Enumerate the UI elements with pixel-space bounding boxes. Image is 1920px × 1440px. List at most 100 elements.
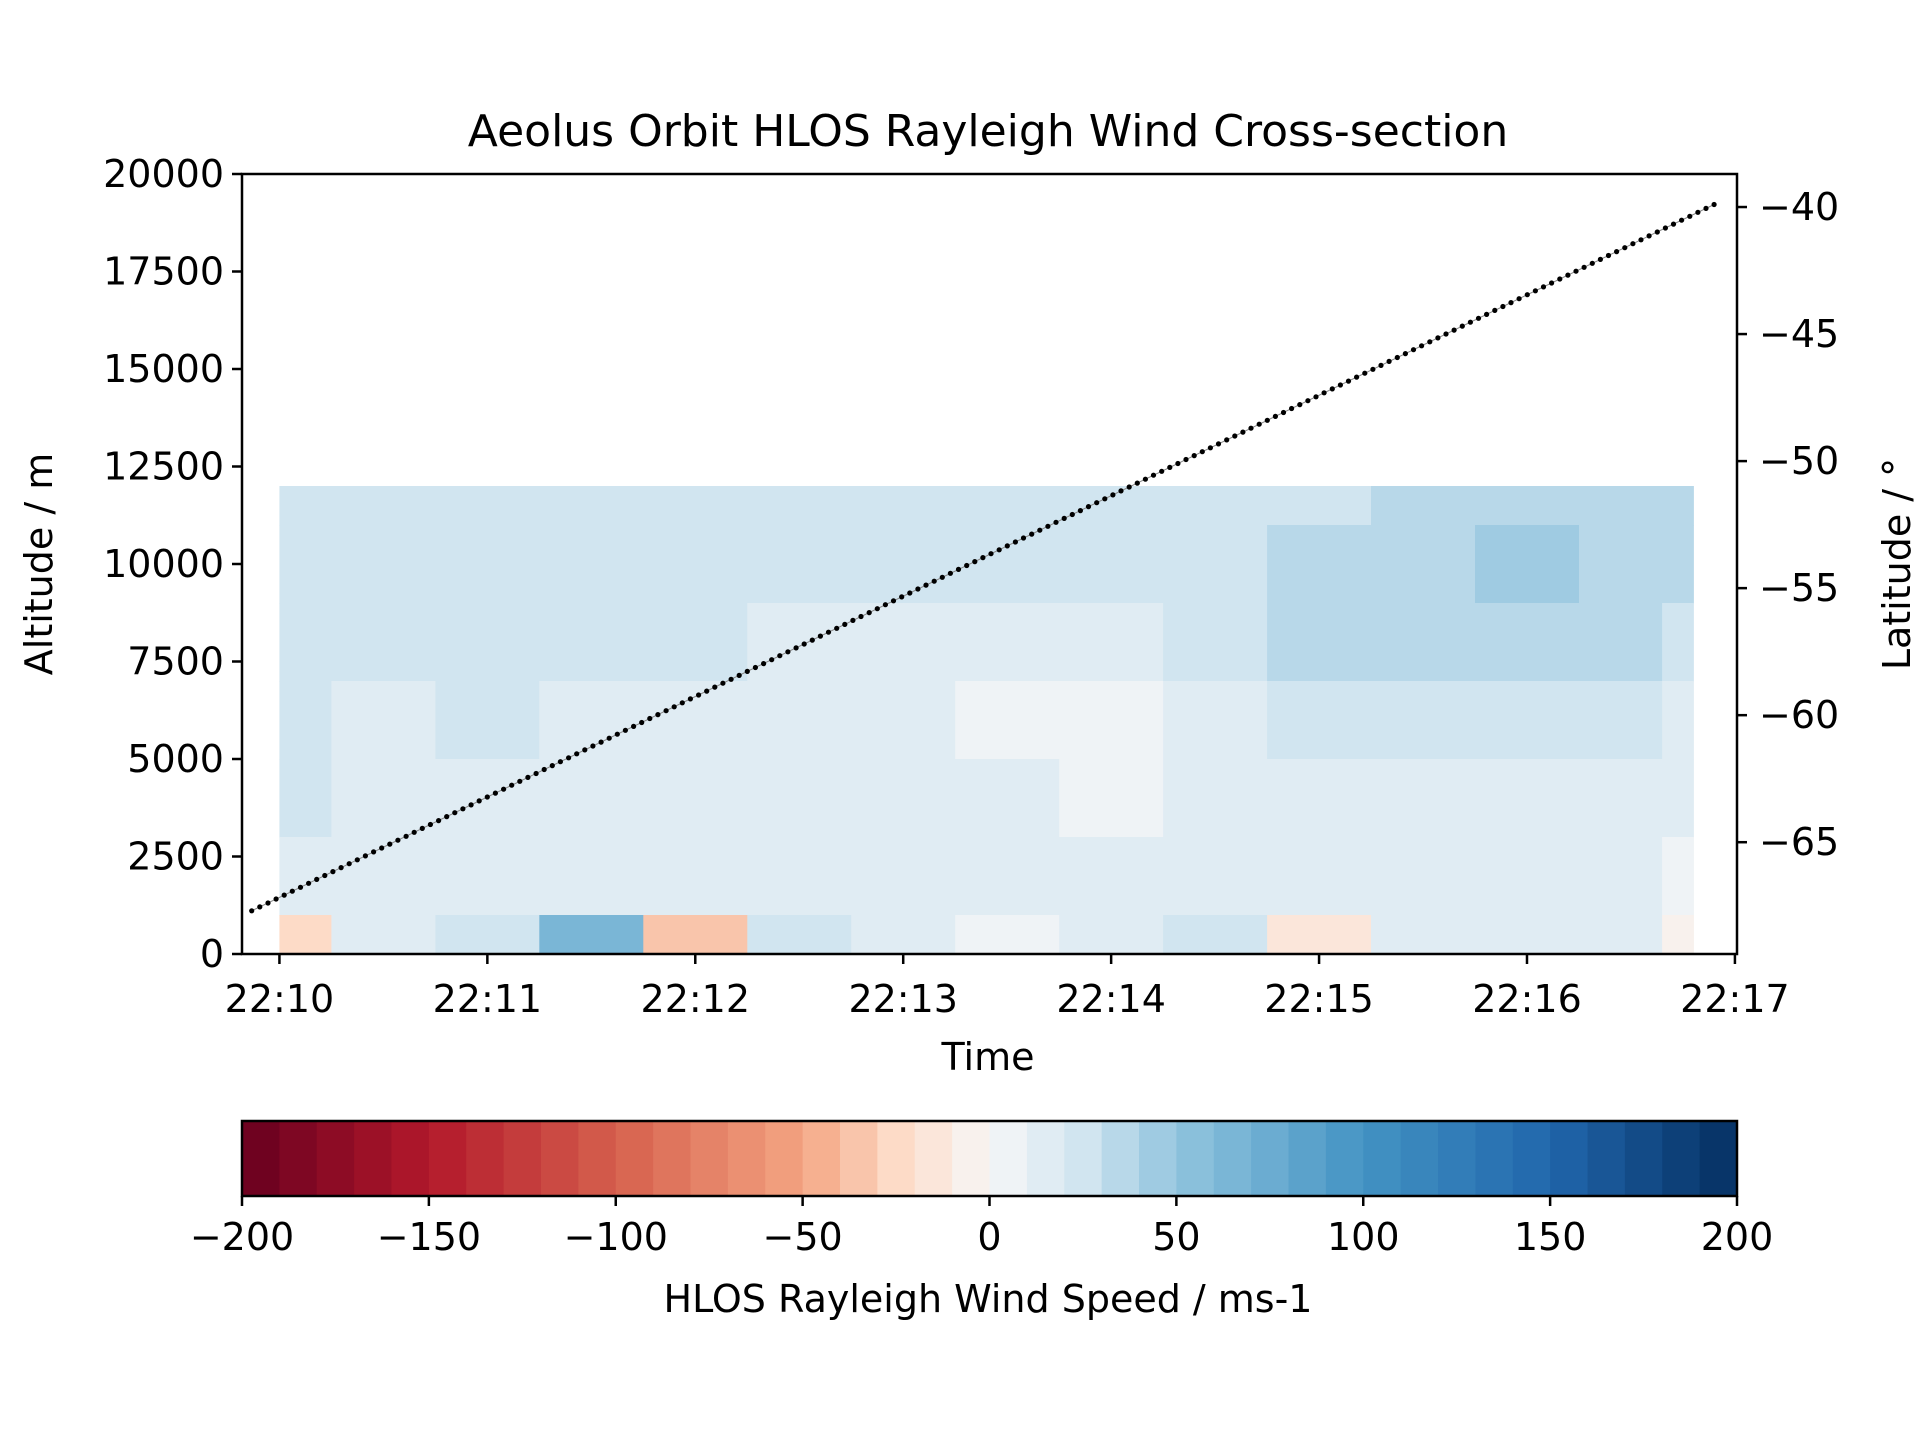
heatmap-cell [1579,915,1663,954]
orbit-track-point [1370,366,1376,372]
colorbar-swatch [391,1121,430,1196]
heatmap-cell [331,759,436,838]
orbit-track-point [687,696,694,702]
colorbar-tick-label: −200 [190,1215,294,1259]
heatmap-cell [1059,486,1164,526]
heatmap-cell [747,486,852,526]
orbit-track-point [631,723,637,730]
heatmap-cell [279,681,332,760]
colorbar-swatch [690,1121,729,1196]
orbit-track-point [387,841,393,847]
orbit-track-point [785,649,791,655]
heatmap-cell [643,837,748,916]
heatmap-cell [1267,603,1372,682]
orbit-track-point [866,610,872,616]
orbit-track-point [752,664,759,671]
orbit-track-layer [249,201,1717,914]
orbit-track-point [769,657,775,663]
orbit-track-point [777,653,783,659]
heatmap-cell [1662,915,1694,954]
orbit-track-point [517,778,523,784]
heatmap-cell [1475,759,1580,838]
orbit-track-point [1191,453,1197,459]
heatmap-cell [1579,525,1663,604]
colorbar-tick-label: 200 [1701,1215,1774,1259]
orbit-track-point [566,755,572,761]
orbit-track-point [980,555,986,561]
heatmap-cell [851,759,956,838]
colorbar-swatch [1587,1121,1626,1196]
orbit-track-point [1020,535,1027,541]
orbit-track-point [1289,405,1295,412]
orbit-track-point [647,715,653,722]
colorbar-swatch [952,1121,991,1196]
orbit-track-point [468,802,474,808]
heatmap-cell [1163,759,1268,838]
heatmap-cell [1163,681,1268,760]
heatmap-cell [1579,603,1663,682]
orbit-track-point [1012,539,1019,545]
orbit-track-point [557,759,564,765]
colorbar-label: HLOS Rayleigh Wind Speed / ms-1 [664,1277,1313,1321]
colorbar-tick-label: −50 [763,1215,843,1259]
heatmap-cell [1371,681,1476,760]
orbit-track-point [744,668,750,675]
orbit-track-point [1638,237,1644,243]
orbit-track-point [1605,252,1612,259]
orbit-track-point [582,747,588,753]
colorbar-tick-label: 100 [1327,1215,1400,1259]
heatmap-cell [1371,837,1476,916]
orbit-track-point [533,770,539,777]
orbit-track-point [289,888,295,894]
orbit-track-point [1264,417,1270,423]
orbit-track-point [403,833,409,839]
heatmap-cell [435,681,540,760]
orbit-track-point [955,566,962,573]
colorbar-swatch [1624,1121,1663,1196]
heatmap-cell [1163,837,1268,916]
orbit-track-point [1240,429,1246,435]
heatmap-cell [1163,525,1268,604]
heatmap-cell [1267,915,1372,954]
orbit-track-point [452,810,458,816]
y2-tick-label: −40 [1759,185,1839,229]
colorbar-swatch [727,1121,766,1196]
orbit-track-point [354,857,360,863]
orbit-track-point [1362,370,1368,376]
heatmap-cell [955,603,1060,682]
y-tick-label: 0 [200,932,224,976]
orbit-track-point [939,574,945,580]
orbit-track-point [1540,284,1547,290]
orbit-track-point [1524,292,1530,298]
y-axis-label: Altitude / m [17,453,61,675]
x-tick-label: 22:12 [641,977,751,1021]
orbit-track-point [1150,472,1157,478]
orbit-track-point [801,641,807,647]
orbit-track-point [1199,449,1205,455]
colorbar-swatch [428,1121,467,1196]
x-tick-label: 22:10 [225,977,335,1021]
heatmap-cell [643,486,748,526]
orbit-track-point [1532,288,1538,294]
heatmap-cell [643,603,748,682]
orbit-track-point [907,590,913,596]
heatmap-cell [1579,486,1663,526]
heatmap-cell [1163,915,1268,954]
orbit-track-point [541,766,547,773]
orbit-track-point [501,786,507,792]
heatmap-cell [643,681,748,760]
orbit-track-point [622,727,629,733]
heatmap-cell [331,486,436,526]
orbit-track-point [915,586,921,592]
orbit-track-point [1354,374,1360,380]
orbit-track-point [436,818,442,824]
heatmap-cell [1163,603,1268,682]
orbit-track-point [1402,351,1408,357]
orbit-track-point [1094,500,1100,506]
heatmap-cell [1059,759,1164,838]
orbit-track-point [728,676,734,682]
orbit-track-point [1029,531,1035,537]
orbit-track-point [1549,280,1555,286]
orbit-track-point [525,774,531,781]
orbit-track-point [825,629,832,635]
